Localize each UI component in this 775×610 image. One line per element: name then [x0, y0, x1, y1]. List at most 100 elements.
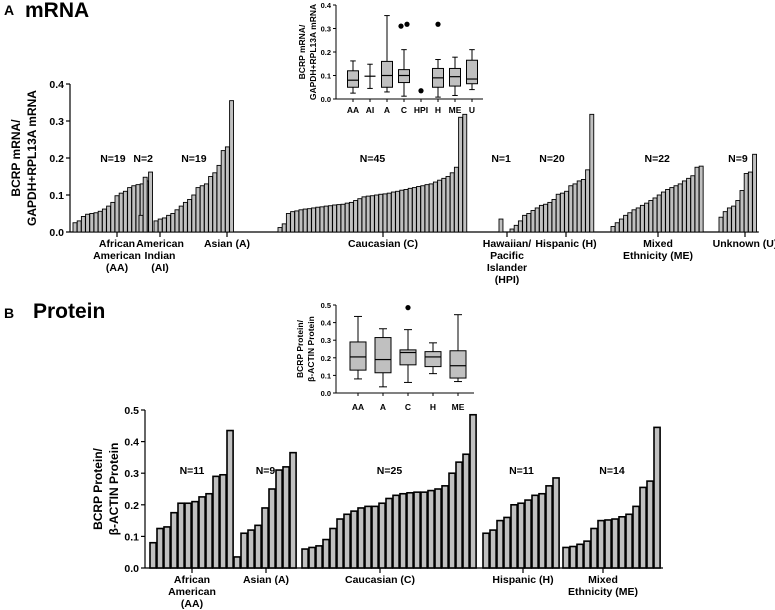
- bar: [350, 510, 358, 569]
- bar: [138, 214, 144, 233]
- box-iqr: [347, 70, 359, 88]
- bar: [224, 146, 230, 233]
- bar: [509, 228, 515, 233]
- bar: [562, 546, 570, 569]
- panel-title: Protein: [33, 300, 105, 323]
- bar: [289, 451, 297, 569]
- bar-group: N=25 Caucasian (C): [301, 413, 477, 586]
- bar: [526, 213, 532, 233]
- bar: [441, 177, 447, 233]
- y-tick-label: 0.0: [124, 563, 139, 575]
- box: C: [399, 305, 417, 412]
- panel-letter: A: [4, 2, 14, 18]
- group-label: (AI): [151, 262, 169, 274]
- y-tick-label: 0.3: [321, 25, 331, 34]
- bar: [254, 524, 262, 569]
- bar: [449, 172, 455, 233]
- y-axis-label-line1: BCRP mRNA/: [9, 119, 23, 197]
- bar: [153, 220, 159, 233]
- group-label: Asian (A): [204, 238, 250, 250]
- bar: [247, 529, 255, 569]
- bar: [390, 191, 396, 233]
- box-iqr: [381, 60, 393, 88]
- box: H: [432, 21, 444, 115]
- y-axis-label-line2: β-ACTIN Protein: [107, 443, 121, 536]
- bar: [564, 190, 569, 233]
- bar: [327, 205, 333, 233]
- bar: [610, 225, 616, 233]
- n-label: N=19: [100, 153, 126, 165]
- bar: [399, 492, 407, 569]
- bar-group: N=45 Caucasian (C): [277, 113, 468, 250]
- bar: [357, 507, 365, 569]
- box-iqr: [466, 59, 478, 85]
- x-tick-label: HPI: [414, 105, 428, 115]
- y-tick-label: 0.4: [321, 1, 332, 10]
- bar: [462, 113, 468, 233]
- group-label: American: [168, 586, 216, 598]
- bar: [395, 190, 401, 233]
- bar: [93, 212, 99, 233]
- bar: [694, 166, 700, 233]
- group-label: (HPI): [495, 274, 520, 286]
- y-tick-label: 0.1: [321, 371, 331, 380]
- group-label: Islander: [487, 262, 527, 274]
- bar: [458, 116, 464, 233]
- box: AA: [349, 315, 367, 412]
- bar: [627, 212, 633, 233]
- bar: [392, 494, 400, 569]
- bar: [311, 207, 317, 233]
- bar: [441, 485, 449, 569]
- box: C: [398, 21, 410, 115]
- bar: [378, 502, 386, 569]
- bar: [576, 543, 584, 569]
- bar: [538, 492, 546, 569]
- bar: [110, 201, 116, 233]
- group-label: (AA): [181, 598, 203, 610]
- bar: [646, 480, 654, 569]
- bar: [298, 209, 304, 233]
- box: A: [374, 328, 392, 412]
- bar: [329, 527, 337, 569]
- y-axis-label-line2: GAPDH+RPL13A mRNA: [25, 90, 39, 226]
- bar: [580, 179, 586, 233]
- bar: [513, 224, 519, 233]
- bar: [382, 193, 388, 233]
- outlier-point: [418, 88, 424, 94]
- bar: [611, 518, 619, 569]
- n-label: N=11: [180, 465, 205, 477]
- bar: [631, 209, 637, 233]
- bar: [343, 513, 351, 569]
- bar: [157, 218, 163, 233]
- bar: [212, 172, 218, 233]
- x-tick-label: AA: [347, 105, 359, 115]
- bar: [348, 201, 354, 233]
- box: AA: [347, 60, 359, 115]
- n-label: N=45: [360, 153, 386, 165]
- bar: [122, 190, 128, 233]
- bar: [752, 153, 757, 233]
- x-tick-label: ME: [452, 402, 465, 412]
- y-tick-label: 0.1: [321, 72, 331, 81]
- bar: [589, 113, 595, 233]
- bar: [428, 183, 434, 233]
- bar: [166, 214, 172, 233]
- bar: [543, 203, 548, 233]
- bar: [576, 180, 582, 233]
- bar: [420, 185, 426, 233]
- bar: [315, 206, 321, 233]
- bar: [625, 513, 633, 569]
- bar: [174, 209, 180, 233]
- bar: [131, 185, 137, 233]
- group-label: Pacific: [490, 250, 524, 262]
- outlier-point: [435, 21, 441, 27]
- bar: [371, 505, 379, 569]
- bar: [432, 181, 438, 233]
- bar: [344, 202, 350, 233]
- box-iqr: [349, 341, 367, 371]
- bar: [80, 216, 86, 233]
- bar: [306, 208, 312, 233]
- bar: [385, 497, 393, 569]
